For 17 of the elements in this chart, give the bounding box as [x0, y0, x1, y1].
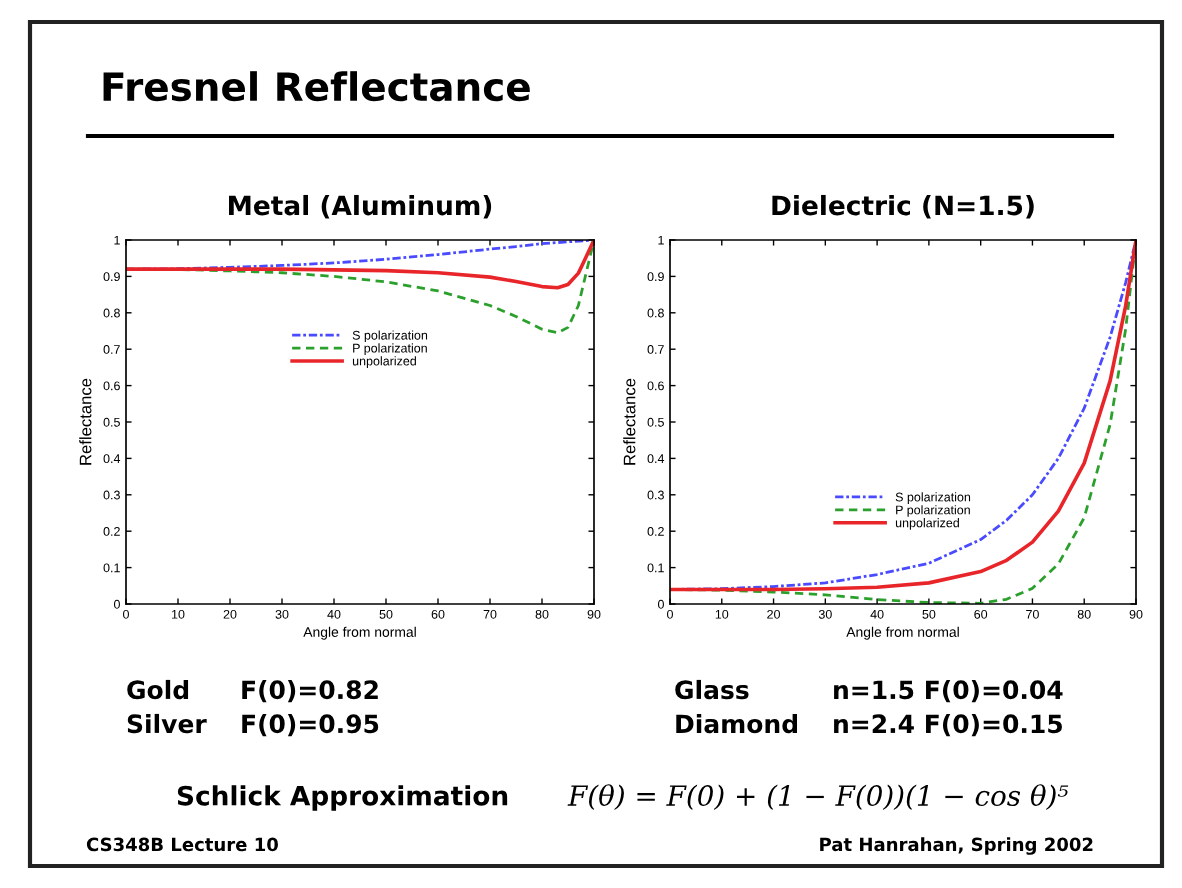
y-axis-title: Reflectance — [79, 378, 92, 465]
text: F(0)=0.95 — [242, 713, 379, 737]
text: Schlick Approximation — [177, 785, 508, 811]
text: Diamond — [676, 713, 798, 734]
text: Fresnel Reflectance — [103, 71, 530, 102]
text: F(0)=0.82 — [242, 679, 378, 703]
text: Glass — [675, 679, 749, 700]
text: CS348B Lecture 10 — [86, 837, 278, 852]
y-axis-title: Reflectance — [623, 378, 636, 465]
text: F(θ) = F(0) + (1 − F(0))(1 − cos θ)⁵ — [567, 784, 1069, 810]
chart-title: Dielectric (N=1.5) — [772, 194, 1034, 219]
text: Gold — [127, 679, 189, 700]
text: Pat Hanrahan, Spring 2002 — [820, 837, 1093, 855]
chart-title: Metal (Aluminum) — [229, 194, 492, 219]
text: Silver — [127, 713, 207, 734]
text: n=1.5 F(0)=0.04 — [834, 679, 1063, 703]
text: n=2.4 F(0)=0.15 — [834, 713, 1062, 737]
